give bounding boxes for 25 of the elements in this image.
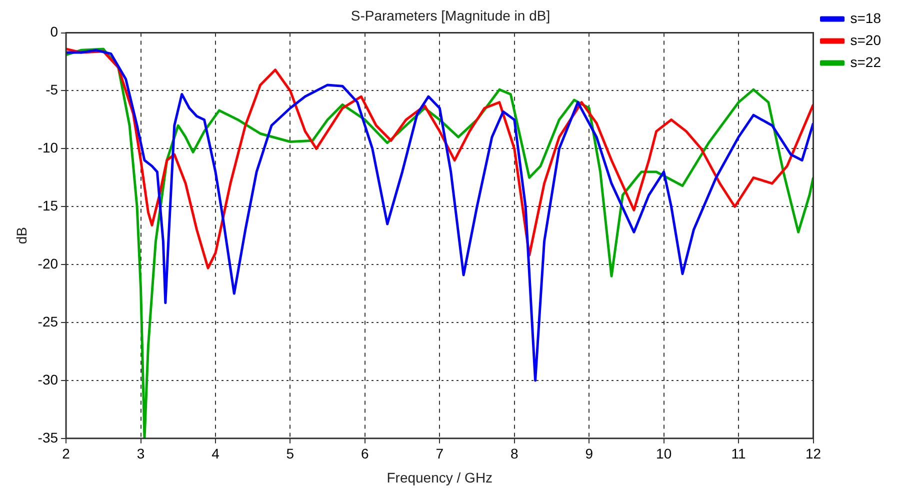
x-axis-title: Frequency / GHz: [386, 469, 493, 486]
legend-label: s=18: [850, 10, 882, 26]
x-tick-label: 10: [656, 446, 672, 462]
x-tick-label: 8: [510, 446, 518, 462]
legend-label: s=20: [850, 32, 882, 48]
x-tick-label: 4: [212, 446, 220, 462]
x-tick-label: 7: [436, 446, 444, 462]
y-tick-label: -5: [46, 82, 58, 98]
y-tick-label: -30: [38, 371, 58, 388]
y-tick-label: -25: [38, 313, 58, 330]
y-axis-title: dB: [13, 227, 30, 244]
legend-label: s=22: [850, 54, 882, 70]
y-tick-label: -15: [38, 197, 58, 214]
x-tick-label: 5: [286, 446, 294, 462]
y-tick-label: 0: [50, 24, 58, 40]
y-tick-label: -10: [38, 140, 58, 156]
x-tick-label: 12: [805, 446, 822, 462]
x-tick-label: 2: [62, 446, 70, 462]
y-tick-label: -35: [38, 429, 58, 446]
x-tick-label: 11: [731, 446, 746, 462]
x-tick-label: 9: [585, 446, 594, 462]
chart-title: S-Parameters [Magnitude in dB]: [350, 7, 550, 24]
x-tick-label: 3: [136, 446, 145, 462]
x-tick-label: 6: [361, 446, 370, 462]
y-tick-label: -20: [38, 255, 58, 272]
